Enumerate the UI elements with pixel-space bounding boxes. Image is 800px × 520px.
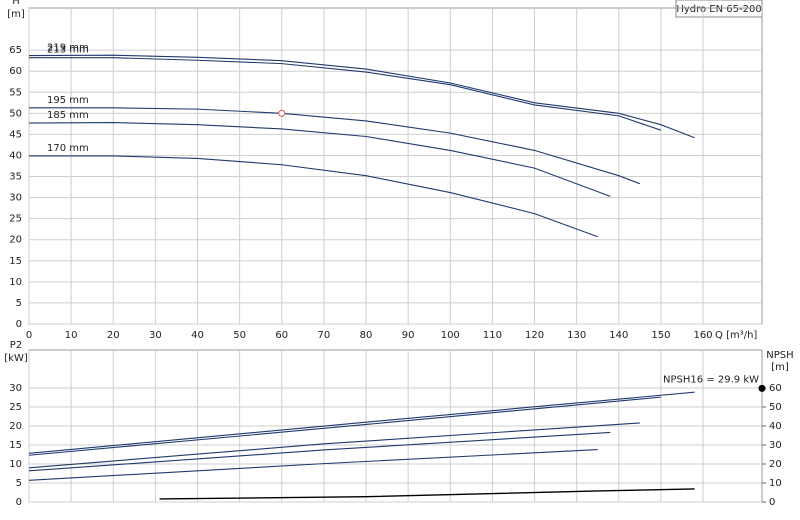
x-tick-label: 120 (525, 330, 544, 341)
curve (28, 449, 598, 481)
y-axis-unit: [m] (7, 9, 25, 20)
x-tick-label: 110 (483, 330, 502, 341)
annotation: NPSH16 = 29.9 kW (663, 374, 759, 385)
y-tick-label: 50 (9, 108, 22, 119)
curve-label: 170 mm (47, 143, 89, 154)
y-tick-label: 5 (16, 298, 22, 309)
x-tick-label: 30 (149, 330, 162, 341)
x-tick-label: 80 (360, 330, 373, 341)
annotation-marker (758, 384, 766, 392)
y2-tick-label: 20 (769, 459, 782, 470)
y-tick-label: 25 (9, 214, 22, 225)
y-tick-label: 10 (9, 459, 22, 470)
x-tick-label: 50 (233, 330, 246, 341)
curve-label: 195 mm (47, 95, 89, 106)
curve (28, 431, 611, 472)
x-axis-label: Q [m³/h] (715, 330, 757, 341)
y-axis-label: H (12, 0, 20, 7)
curve (28, 122, 611, 197)
x-tick-label: 90 (402, 330, 415, 341)
y-tick-label: 20 (9, 235, 22, 246)
y-tick-label: 40 (9, 150, 22, 161)
x-tick-label: 160 (693, 330, 712, 341)
y-tick-label: 5 (16, 478, 22, 489)
x-tick-label: 0 (26, 330, 32, 341)
y-tick-label: 30 (9, 193, 22, 204)
y-tick-label: 65 (9, 45, 22, 56)
y2-tick-label: 30 (769, 440, 782, 451)
y-axis-unit: [kW] (4, 353, 28, 364)
curve (29, 107, 641, 185)
y-tick-label: 20 (9, 421, 22, 432)
x-tick-label: 60 (275, 330, 288, 341)
chart-title: Hydro EN 65-200 (676, 4, 761, 15)
x-tick-label: 140 (609, 330, 628, 341)
x-tick-label: 150 (651, 330, 670, 341)
curve (28, 54, 695, 139)
curve-label: 213 mm (47, 45, 89, 56)
curve (29, 155, 598, 238)
operating-point (278, 109, 286, 117)
curve (28, 391, 695, 454)
y-tick-label: 10 (9, 277, 22, 288)
y2-tick-label: 40 (769, 421, 782, 432)
x-tick-label: 40 (191, 330, 204, 341)
y2-tick-label: 0 (769, 497, 775, 508)
y2-axis-label: NPSH (766, 350, 793, 361)
curve (29, 57, 662, 131)
x-tick-label: 100 (441, 330, 460, 341)
y-tick-label: 0 (16, 497, 22, 508)
y2-tick-label: 50 (769, 402, 782, 413)
y2-tick-label: 60 (769, 383, 782, 394)
x-tick-label: 130 (567, 330, 586, 341)
x-tick-label: 20 (107, 330, 120, 341)
x-tick-label: 70 (318, 330, 331, 341)
y-tick-label: 35 (9, 172, 22, 183)
x-tick-label: 10 (65, 330, 78, 341)
y2-tick-label: 10 (769, 478, 782, 489)
y-tick-label: 0 (16, 319, 22, 330)
y-tick-label: 25 (9, 402, 22, 413)
y-tick-label: 30 (9, 383, 22, 394)
curve (28, 422, 640, 469)
y-tick-label: 60 (9, 66, 22, 77)
y2-axis-unit: [m] (771, 362, 789, 373)
curve-label: 219 mm (47, 43, 89, 54)
y-tick-label: 45 (9, 129, 22, 140)
curve-label: 185 mm (47, 110, 89, 121)
y-axis-label: P2 (10, 340, 22, 351)
y-tick-label: 15 (9, 256, 22, 267)
y-tick-label: 15 (9, 440, 22, 451)
curve (159, 488, 695, 500)
curve (28, 396, 661, 456)
y-tick-label: 55 (9, 87, 22, 98)
